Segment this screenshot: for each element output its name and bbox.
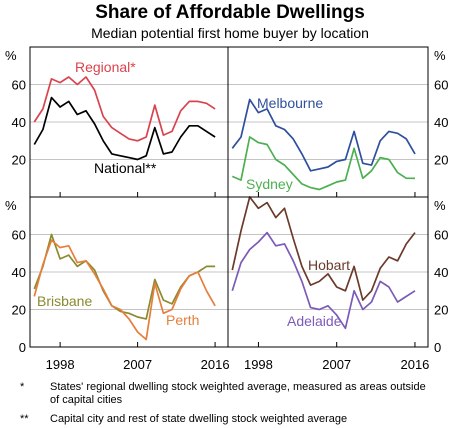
y-tick-label: 40 <box>434 265 448 280</box>
chart-title: Share of Affordable Dwellings <box>95 2 365 23</box>
y-tick-label: 20 <box>434 153 448 168</box>
y-unit-label: % <box>5 48 17 63</box>
y-tick-label: 40 <box>12 115 26 130</box>
series-line-perth <box>33 239 216 341</box>
series-label-sydney: Sydney <box>246 176 293 192</box>
y-tick-label: 60 <box>12 78 26 93</box>
series-label-regional: Regional* <box>75 59 136 75</box>
y-tick-label: 0 <box>19 340 26 355</box>
series-line-adelaide <box>231 231 416 330</box>
series-line-regional <box>33 76 216 142</box>
y-tick-label: 20 <box>12 153 26 168</box>
footnote-mark: * <box>20 381 25 393</box>
series-line-hobart <box>231 196 416 301</box>
y-tick-label: 60 <box>434 78 448 93</box>
series-label-hobart: Hobart <box>308 257 350 273</box>
y-tick-label: 0 <box>434 340 441 355</box>
series-label-melbourne: Melbourne <box>257 95 323 111</box>
footnote-text: States' regional dwelling stock weighted… <box>50 381 426 406</box>
x-tick-label: 1998 <box>244 357 273 372</box>
series-line-melbourne <box>231 98 416 172</box>
footnote-mark: ** <box>20 413 29 425</box>
x-tick-label: 2007 <box>123 357 152 372</box>
series-label-brisbane: Brisbane <box>37 293 92 309</box>
series-label-national: National** <box>94 160 157 176</box>
y-tick-label: 60 <box>434 228 448 243</box>
y-tick-label: 40 <box>434 115 448 130</box>
chart-subtitle: Median potential first home buyer by loc… <box>91 25 369 41</box>
y-tick-label: 20 <box>12 303 26 318</box>
x-tick-label: 1998 <box>46 357 75 372</box>
series-line-sydney <box>231 136 415 191</box>
y-unit-label: % <box>5 198 17 213</box>
x-tick-label: 2007 <box>322 357 351 372</box>
footnote-text: Capital city and rest of state dwelling … <box>50 413 348 425</box>
y-unit-label: % <box>434 48 446 63</box>
y-tick-label: 40 <box>12 265 26 280</box>
series-label-adelaide: Adelaide <box>287 313 342 329</box>
series-label-perth: Perth <box>166 312 199 328</box>
series-line-national <box>33 96 216 161</box>
y-tick-label: 60 <box>12 228 26 243</box>
y-tick-label: 20 <box>434 303 448 318</box>
x-tick-label: 2016 <box>400 357 429 372</box>
y-unit-label: % <box>434 198 446 213</box>
x-tick-label: 2016 <box>201 357 230 372</box>
